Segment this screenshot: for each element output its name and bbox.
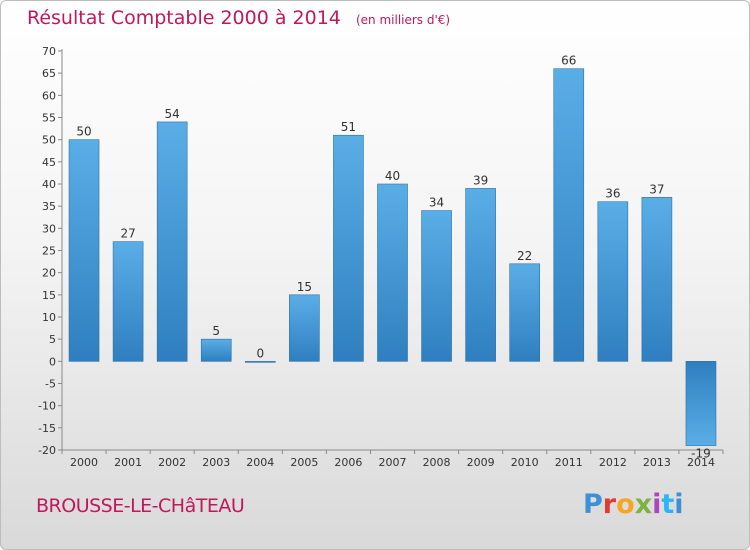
y-tick-label: 65 [42,67,56,80]
bar [245,361,276,363]
y-tick-label: 50 [42,134,56,147]
x-tick-label: 2009 [467,456,495,469]
data-label: 22 [517,249,532,263]
data-label: 40 [385,169,400,183]
y-tick-label: -10 [38,400,56,413]
data-label: 5 [212,324,220,338]
data-label: 50 [76,125,91,139]
bar [465,188,496,362]
y-tick-label: 5 [49,333,56,346]
chart-unit: (en milliers d'€) [355,13,451,27]
y-tick-label: -5 [45,378,56,391]
bar [509,263,541,362]
x-tick-label: 2000 [70,456,98,469]
bar [421,210,452,362]
y-tick-label: 15 [42,289,56,302]
data-label: 15 [297,280,312,294]
x-tick-label: 2003 [202,456,230,469]
y-tick-label: 0 [49,355,56,368]
x-tick-label: 2004 [246,456,274,469]
data-label: 39 [473,173,488,187]
y-tick-label: 10 [42,311,56,324]
y-tick-label: 30 [42,222,56,235]
data-label: 51 [341,120,356,134]
logo-letter: i [652,489,662,520]
x-tick-label: 2008 [423,456,451,469]
y-tick-label: 20 [42,267,56,280]
x-tick-label: 2002 [158,456,186,469]
x-tick-label: 2010 [511,456,539,469]
commune-name: BROUSSE-LE-CHâTEAU [36,495,245,517]
bar [553,68,585,362]
data-label: 37 [649,182,664,196]
logo-letter: P [583,489,603,520]
bar [289,294,320,362]
bar [68,139,100,362]
chart-bars [68,68,717,446]
logo-letter: o [616,489,635,520]
y-tick-label: 60 [42,89,56,102]
y-tick-label: 70 [42,45,56,58]
data-label: 27 [120,227,135,241]
bar [333,134,364,362]
bar [156,121,188,362]
x-tick-label: 2013 [643,456,671,469]
bar [377,183,408,362]
logo-letter: i [674,489,684,520]
y-tick-label: 35 [42,200,56,213]
chart-axes: 7065605550454035302520151050-5-10-15-202… [38,45,724,469]
bar [685,361,717,446]
y-tick-label: -20 [38,444,56,457]
logo-letter: t [661,489,675,520]
y-tick-label: 25 [42,245,56,258]
chart-title-text: Résultat Comptable 2000 à 2014 [27,7,341,29]
y-tick-label: 40 [42,178,56,191]
data-label: -19 [691,447,711,461]
chart-title: Résultat Comptable 2000 à 2014 (en milli… [27,7,450,29]
data-label: 54 [165,107,180,121]
data-label: 34 [429,196,444,210]
data-label: 0 [256,346,264,360]
x-tick-label: 2011 [555,456,583,469]
bar [597,201,629,362]
x-tick-label: 2006 [334,456,362,469]
y-tick-label: -15 [38,422,56,435]
proxiti-logo: Proxiti [583,489,684,520]
bar [112,241,144,362]
data-label: 66 [561,54,576,68]
x-tick-label: 2007 [379,456,407,469]
x-tick-label: 2012 [599,456,627,469]
x-tick-label: 2014 [687,456,715,469]
x-tick-label: 2005 [290,456,318,469]
x-tick-label: 2001 [114,456,142,469]
logo-letter: r [602,489,617,520]
bar [200,338,232,362]
y-tick-label: 55 [42,112,56,125]
data-label: 36 [605,187,620,201]
bar [641,197,673,362]
logo-letter: x [634,489,653,520]
y-tick-label: 45 [42,156,56,169]
